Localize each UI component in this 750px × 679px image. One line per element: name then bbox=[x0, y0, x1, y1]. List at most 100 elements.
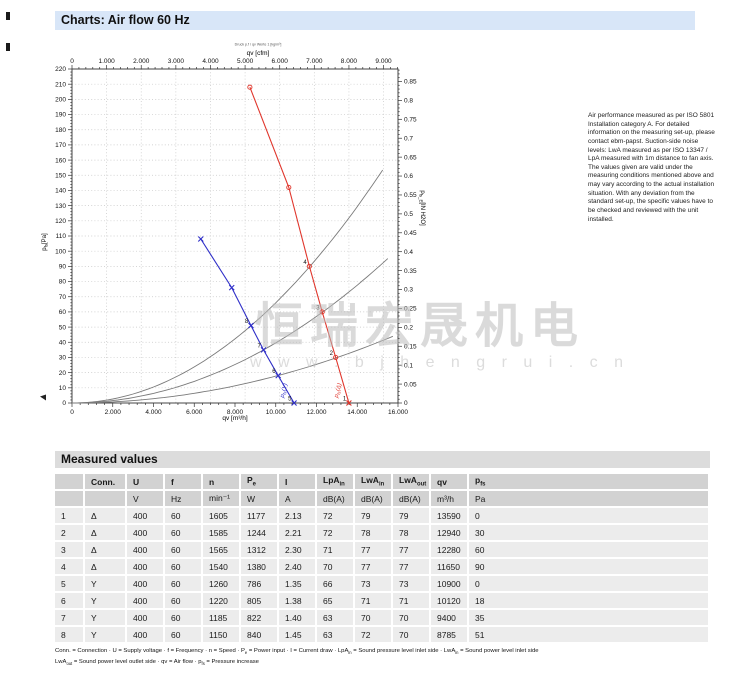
table-cell: 60 bbox=[165, 610, 203, 627]
grid bbox=[72, 69, 398, 403]
table-cell: 400 bbox=[127, 627, 165, 644]
column-unit: W bbox=[241, 491, 279, 508]
table-cell: 1.40 bbox=[279, 610, 317, 627]
table-cell: 60 bbox=[165, 627, 203, 644]
svg-text:2.000: 2.000 bbox=[105, 409, 122, 416]
table-cell: 60 bbox=[165, 559, 203, 576]
svg-text:80: 80 bbox=[59, 279, 67, 286]
svg-text:5.000: 5.000 bbox=[237, 58, 254, 65]
table-cell: 60 bbox=[165, 576, 203, 593]
svg-text:7.000: 7.000 bbox=[306, 58, 323, 65]
svg-text:2: 2 bbox=[330, 351, 334, 357]
table-cell: 1.45 bbox=[279, 627, 317, 644]
table-cell: 60 bbox=[165, 508, 203, 525]
table-cell: Y bbox=[85, 576, 127, 593]
table-cell: 400 bbox=[127, 576, 165, 593]
table-cell: Y bbox=[85, 627, 127, 644]
table-cell: 79 bbox=[355, 508, 393, 525]
svg-text:1: 1 bbox=[343, 397, 347, 403]
svg-text:6.000: 6.000 bbox=[186, 409, 203, 416]
table-cell: 400 bbox=[127, 542, 165, 559]
table-cell: 2.40 bbox=[279, 559, 317, 576]
table-cell: 51 bbox=[469, 627, 710, 644]
column-unit: Hz bbox=[165, 491, 203, 508]
table-cell: Δ bbox=[85, 559, 127, 576]
table-cell: Δ bbox=[85, 508, 127, 525]
svg-text:0.45: 0.45 bbox=[404, 230, 417, 237]
column-header: LwAout bbox=[393, 474, 431, 491]
svg-text:30: 30 bbox=[59, 355, 67, 362]
table-cell: 1177 bbox=[241, 508, 279, 525]
table-cell: 71 bbox=[393, 593, 431, 610]
svg-text:50: 50 bbox=[59, 324, 67, 331]
table-cell: 12940 bbox=[431, 525, 469, 542]
table-cell: 71 bbox=[355, 593, 393, 610]
column-unit: dB(A) bbox=[393, 491, 431, 508]
svg-text:14.000: 14.000 bbox=[347, 409, 367, 416]
table-cell: 0 bbox=[469, 576, 710, 593]
axis-ticks bbox=[68, 65, 402, 407]
svg-text:10.000: 10.000 bbox=[266, 409, 286, 416]
svg-text:8.000: 8.000 bbox=[227, 409, 244, 416]
airflow-chart: 0 1.000 2.000 3.000 4.000 5.000 6.000 7.000 8.00… bbox=[40, 43, 425, 422]
svg-text:10: 10 bbox=[59, 385, 67, 392]
svg-text:0: 0 bbox=[62, 400, 66, 407]
table-cell: 2.13 bbox=[279, 508, 317, 525]
svg-text:130: 130 bbox=[55, 203, 66, 210]
table-cell: 1260 bbox=[203, 576, 241, 593]
table-row: 4 Δ 400 60 1540 1380 2.40 70 77 77 11650 90 bbox=[55, 559, 710, 576]
table-cell: 400 bbox=[127, 525, 165, 542]
table-cell: 72 bbox=[355, 627, 393, 644]
column-unit bbox=[85, 491, 127, 508]
axis-marker bbox=[40, 394, 46, 401]
right-axis-label: pfs_E​[IN H2O] bbox=[419, 190, 425, 226]
table-cell: 1540 bbox=[203, 559, 241, 576]
table-cell: 73 bbox=[393, 576, 431, 593]
bottom-axis-label: qv [m³/h] bbox=[222, 415, 247, 422]
column-unit: A bbox=[279, 491, 317, 508]
section-header-measured-values: Measured values bbox=[55, 451, 710, 468]
table-cell: 400 bbox=[127, 508, 165, 525]
svg-text:0.8: 0.8 bbox=[404, 98, 413, 105]
table-cell: 79 bbox=[393, 508, 431, 525]
table-cell: 2 bbox=[55, 525, 85, 542]
svg-text:0.5: 0.5 bbox=[404, 211, 413, 218]
svg-text:4: 4 bbox=[303, 260, 307, 266]
page-title: Charts: Air flow 60 Hz bbox=[61, 13, 190, 27]
svg-text:9.000: 9.000 bbox=[375, 58, 392, 65]
table-cell: 400 bbox=[127, 610, 165, 627]
column-unit: dB(A) bbox=[317, 491, 355, 508]
series-delta-point-labels: 4 3 2 1 bbox=[303, 260, 347, 403]
svg-text:3: 3 bbox=[316, 305, 320, 311]
table-cell: 6 bbox=[55, 593, 85, 610]
svg-text:140: 140 bbox=[55, 188, 66, 195]
table-cell: 77 bbox=[393, 542, 431, 559]
table-cell: 71 bbox=[317, 542, 355, 559]
table-cell: 1185 bbox=[203, 610, 241, 627]
column-header: f bbox=[165, 474, 203, 491]
table-row: 1 Δ 400 60 1605 1177 2.13 72 79 79 13590 0 bbox=[55, 508, 710, 525]
series-delta bbox=[247, 84, 352, 406]
svg-text:0.35: 0.35 bbox=[404, 268, 417, 275]
system-curves bbox=[71, 169, 394, 404]
axis-tick-labels: 0 1.000 2.000 3.000 4.000 5.000 6.000 7.000 8.00… bbox=[55, 58, 417, 416]
table-cell: 1.38 bbox=[279, 593, 317, 610]
svg-text:90: 90 bbox=[59, 264, 67, 271]
svg-text:100: 100 bbox=[55, 248, 66, 255]
column-unit: V bbox=[127, 491, 165, 508]
table-cell: 70 bbox=[393, 610, 431, 627]
table-row: 7 Y 400 60 1185 822 1.40 63 70 70 9400 35 bbox=[55, 610, 710, 627]
svg-text:40: 40 bbox=[59, 339, 67, 346]
table-cell: 78 bbox=[393, 525, 431, 542]
table-cell: 7 bbox=[55, 610, 85, 627]
table-cell: 11650 bbox=[431, 559, 469, 576]
top-axis-label: qv [cfm] bbox=[247, 50, 270, 57]
table-cell: 77 bbox=[393, 559, 431, 576]
svg-text:120: 120 bbox=[55, 218, 66, 225]
print-mark bbox=[6, 43, 10, 51]
svg-text:5: 5 bbox=[288, 397, 292, 403]
table-cell: 8 bbox=[55, 627, 85, 644]
table-cell: 0 bbox=[469, 508, 710, 525]
table-cell: 78 bbox=[355, 525, 393, 542]
